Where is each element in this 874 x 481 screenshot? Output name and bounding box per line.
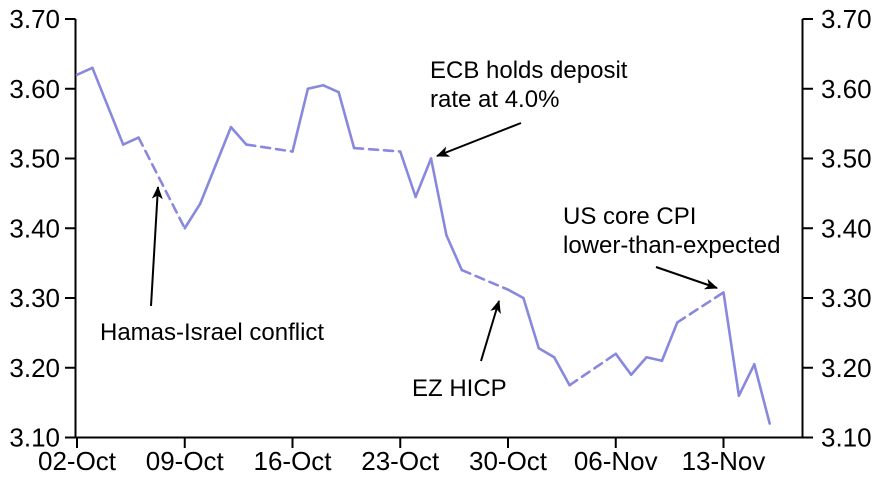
- y-tick-label-right: 3.10: [821, 423, 872, 453]
- y-axis-left: 3.70 3.60 3.50 3.40 3.30 3.20 3.10: [9, 4, 76, 453]
- series-segment: [214, 125, 233, 167]
- series-segment: [229, 125, 248, 146]
- series-segment-dashed: [568, 352, 618, 387]
- annotation-arrow-hamas: [150, 186, 163, 307]
- x-tick-label: 30-Oct: [469, 446, 548, 476]
- y-tick-label-left: 3.50: [9, 144, 60, 174]
- series-segment-dashed: [137, 136, 187, 230]
- series-segment-dashed: [245, 143, 294, 153]
- y-tick-label-right: 3.20: [821, 353, 872, 383]
- series-segment-dashed: [676, 291, 725, 324]
- annotation-text-ecb: ECB holds deposit: [430, 57, 628, 84]
- series-segment: [414, 157, 433, 199]
- series-segment: [629, 355, 648, 377]
- annotation-text-uscpi: lower-than-expected: [563, 232, 780, 259]
- annotation-arrow-ecb: [436, 122, 522, 157]
- series-segment-dashed: [352, 146, 402, 153]
- series-segment: [552, 355, 571, 387]
- x-axis: 02-Oct 09-Oct 16-Oct 23-Oct 30-Oct 06-Nov 13-N…: [38, 437, 766, 476]
- y-tick-label-left: 3.30: [9, 283, 60, 313]
- x-tick-label: 09-Oct: [146, 446, 225, 476]
- series-segment: [291, 87, 310, 153]
- series-segment: [445, 233, 464, 272]
- x-tick-label: 13-Nov: [682, 446, 766, 476]
- annotation-text-uscpi: US core CPI: [563, 203, 696, 230]
- series-segment: [660, 321, 679, 363]
- series-segment: [506, 288, 525, 300]
- y-tick-label-right: 3.40: [821, 213, 872, 243]
- series-segment: [198, 164, 217, 206]
- series-segment: [121, 136, 140, 146]
- annotation-text-hamas: Hamas-Israel conflict: [100, 319, 324, 346]
- series-segment-dashed: [460, 268, 510, 291]
- series-segment: [429, 157, 448, 237]
- y-tick-label-left: 3.60: [9, 74, 60, 104]
- x-tick-label: 16-Oct: [253, 446, 332, 476]
- series-segment: [722, 291, 741, 397]
- y-tick-label-left: 3.20: [9, 353, 60, 383]
- y-tick-label-left: 3.10: [9, 423, 60, 453]
- data-series-line: [75, 66, 771, 425]
- y-tick-label-right: 3.60: [821, 74, 872, 104]
- y-tick-label-left: 3.40: [9, 213, 60, 243]
- series-segment: [398, 150, 417, 199]
- series-segment: [75, 66, 94, 77]
- y-tick-label-right: 3.30: [821, 283, 872, 313]
- annotation-arrow-hicp: [480, 300, 501, 362]
- x-tick-label: 02-Oct: [38, 446, 117, 476]
- series-segment: [183, 202, 202, 230]
- series-segment: [645, 355, 664, 363]
- series-segment: [537, 346, 556, 359]
- y-axis-right: 3.70 3.60 3.50 3.40 3.30 3.20 3.10: [802, 4, 872, 453]
- series-segment: [91, 66, 110, 108]
- x-tick-label: 06-Nov: [574, 446, 658, 476]
- series-segment: [522, 296, 541, 350]
- annotation-text-ecb: rate at 4.0%: [430, 86, 559, 113]
- series-segment: [106, 104, 125, 146]
- annotation-text-hicp: EZ HICP: [412, 375, 507, 402]
- series-segment: [337, 90, 356, 150]
- x-tick-label: 23-Oct: [361, 446, 440, 476]
- series-segment: [737, 362, 756, 397]
- y-tick-label-left: 3.70: [9, 4, 60, 34]
- series-segment: [306, 83, 325, 91]
- series-segment: [752, 362, 771, 425]
- annotation-arrow-uscpi: [655, 266, 718, 290]
- series-segment: [614, 352, 633, 377]
- y-tick-label-right: 3.50: [821, 144, 872, 174]
- y-tick-label-right: 3.70: [821, 4, 872, 34]
- series-segment: [321, 83, 340, 94]
